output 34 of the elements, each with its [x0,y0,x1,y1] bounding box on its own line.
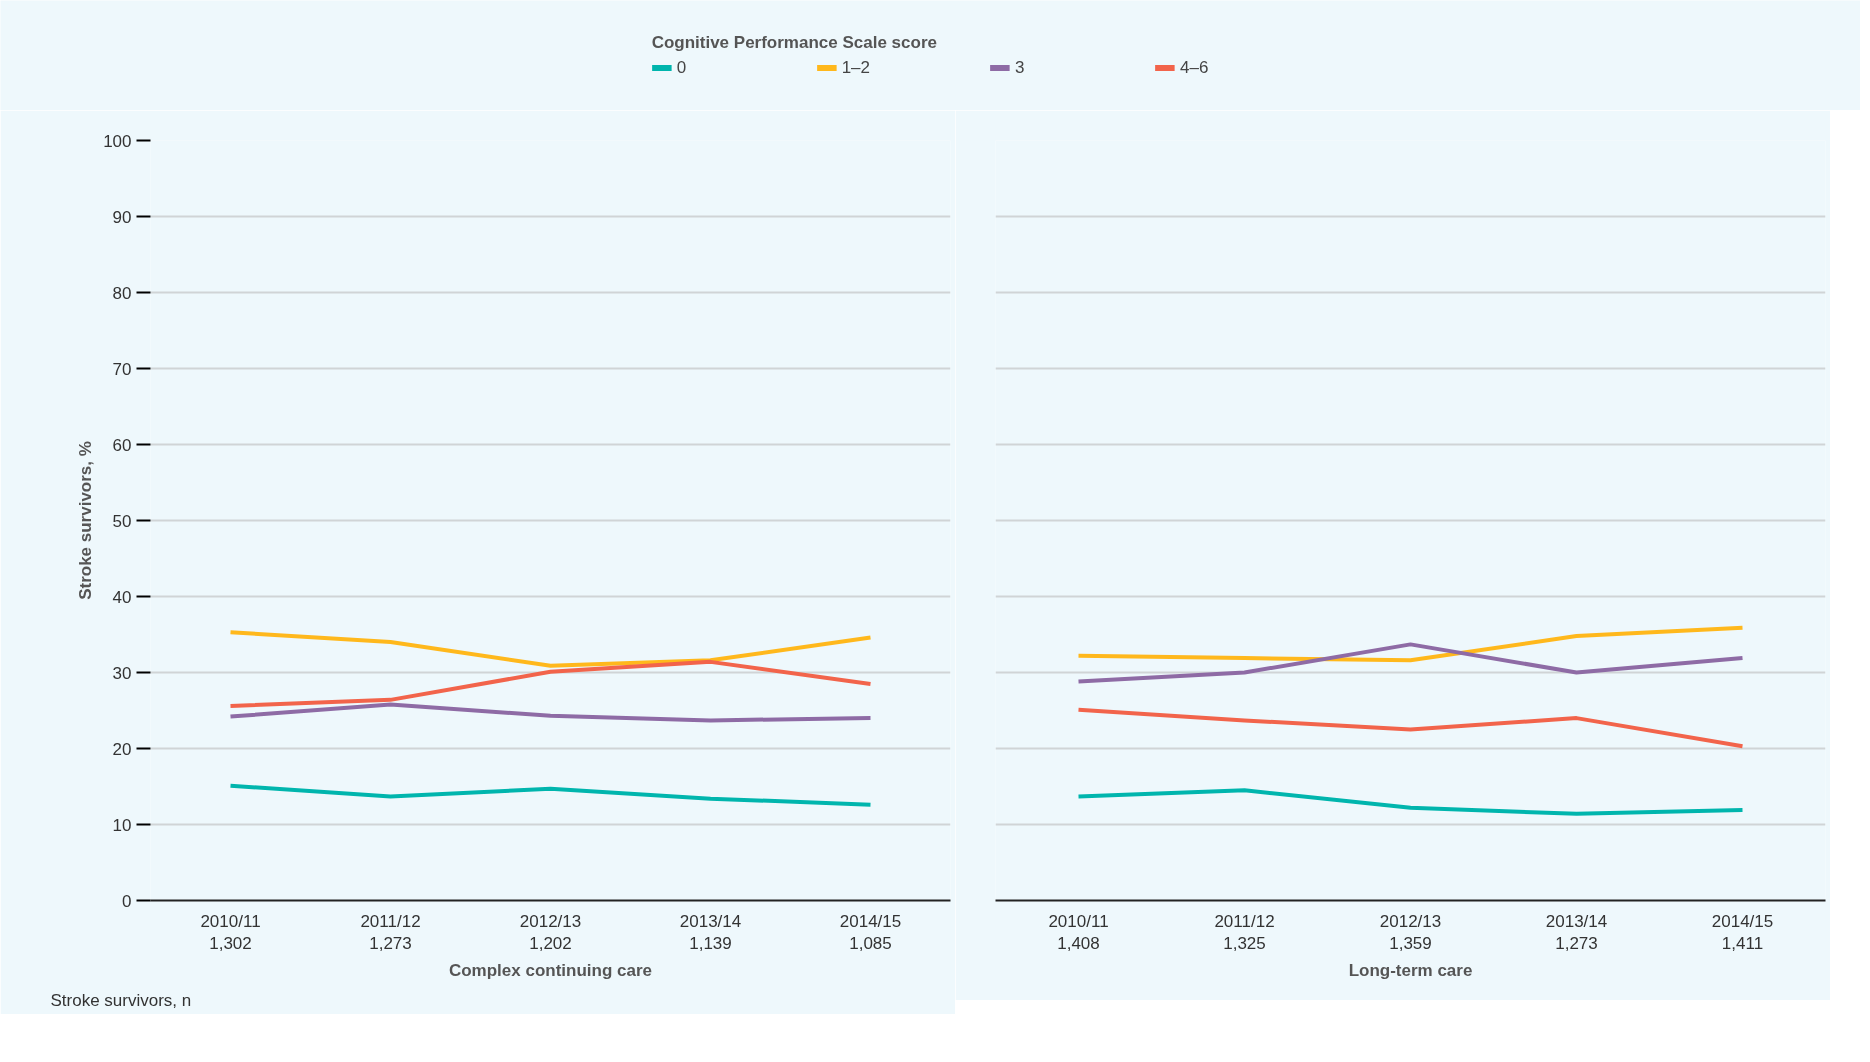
x-tick-label: 2013/14 1,273 [1545,911,1608,954]
x-tick-label: 2012/13 1,359 [1379,911,1442,954]
y-tick-label: 100 [103,131,132,151]
y-tick-label: 90 [112,207,132,227]
x-tick-label: 2011/12 1,273 [360,911,421,954]
x-tick-label: 2013/14 1,139 [679,911,742,954]
x-tick-label: 2012/13 1,202 [519,911,582,954]
x-axis-title: Long-term care [1348,961,1473,981]
y-tick-label: 80 [112,283,132,303]
y-tick-label: 20 [112,739,132,759]
x-axis-title: Complex continuing care [448,961,653,981]
y-axis-title: Stroke survivors, % [76,441,96,600]
legend-label: 4–6 [1180,57,1209,78]
legend-label: 0 [676,57,688,78]
y-tick-label: 30 [112,663,132,683]
legend-label: 1–2 [841,57,870,78]
y-tick-label: 0 [122,891,132,911]
y-tick-label: 50 [112,511,132,531]
legend-title: Cognitive Performance Scale score [651,32,938,53]
line-series [228,659,873,708]
line-series [228,630,873,668]
y-tick-label: 60 [112,435,132,455]
y-tick-label: 70 [112,359,132,379]
line-series [228,783,873,807]
x-tick-label: 2010/11 1,302 [200,911,261,954]
line-series [228,702,873,723]
text: Stroke survivors, n [50,990,192,1010]
legend-label: 3 [1015,57,1026,78]
y-tick-label: 10 [112,815,132,835]
x-tick-label: 2014/15 1,411 [1711,911,1774,954]
y-tick-label: 40 [112,587,132,607]
x-tick-label: 2011/12 1,325 [1214,911,1275,954]
x-tick-label: 2010/11 1,408 [1048,911,1109,954]
x-tick-label: 2014/15 1,085 [839,911,902,954]
